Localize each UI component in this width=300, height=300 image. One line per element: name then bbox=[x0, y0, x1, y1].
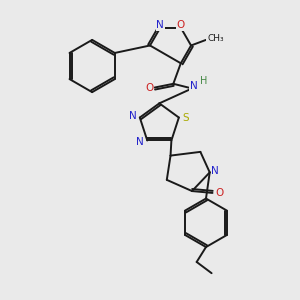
Text: N: N bbox=[190, 81, 198, 91]
Text: N: N bbox=[212, 166, 219, 176]
Text: CH₃: CH₃ bbox=[207, 34, 224, 43]
Text: H: H bbox=[200, 76, 208, 86]
Text: N: N bbox=[136, 137, 144, 147]
Text: N: N bbox=[129, 111, 137, 121]
Text: O: O bbox=[177, 20, 185, 30]
Text: CH₃: CH₃ bbox=[207, 34, 224, 43]
Text: O: O bbox=[215, 188, 223, 198]
Text: N: N bbox=[156, 20, 164, 30]
Text: N: N bbox=[136, 137, 144, 147]
Text: S: S bbox=[182, 112, 189, 122]
Text: O: O bbox=[215, 188, 223, 198]
Text: N: N bbox=[129, 111, 137, 121]
Text: H: H bbox=[200, 76, 208, 86]
Text: O: O bbox=[145, 82, 153, 92]
Text: N: N bbox=[190, 81, 198, 91]
Text: N: N bbox=[212, 166, 219, 176]
Text: O: O bbox=[145, 82, 153, 92]
Text: N: N bbox=[156, 20, 164, 30]
Text: S: S bbox=[182, 112, 189, 122]
Text: O: O bbox=[177, 20, 185, 30]
